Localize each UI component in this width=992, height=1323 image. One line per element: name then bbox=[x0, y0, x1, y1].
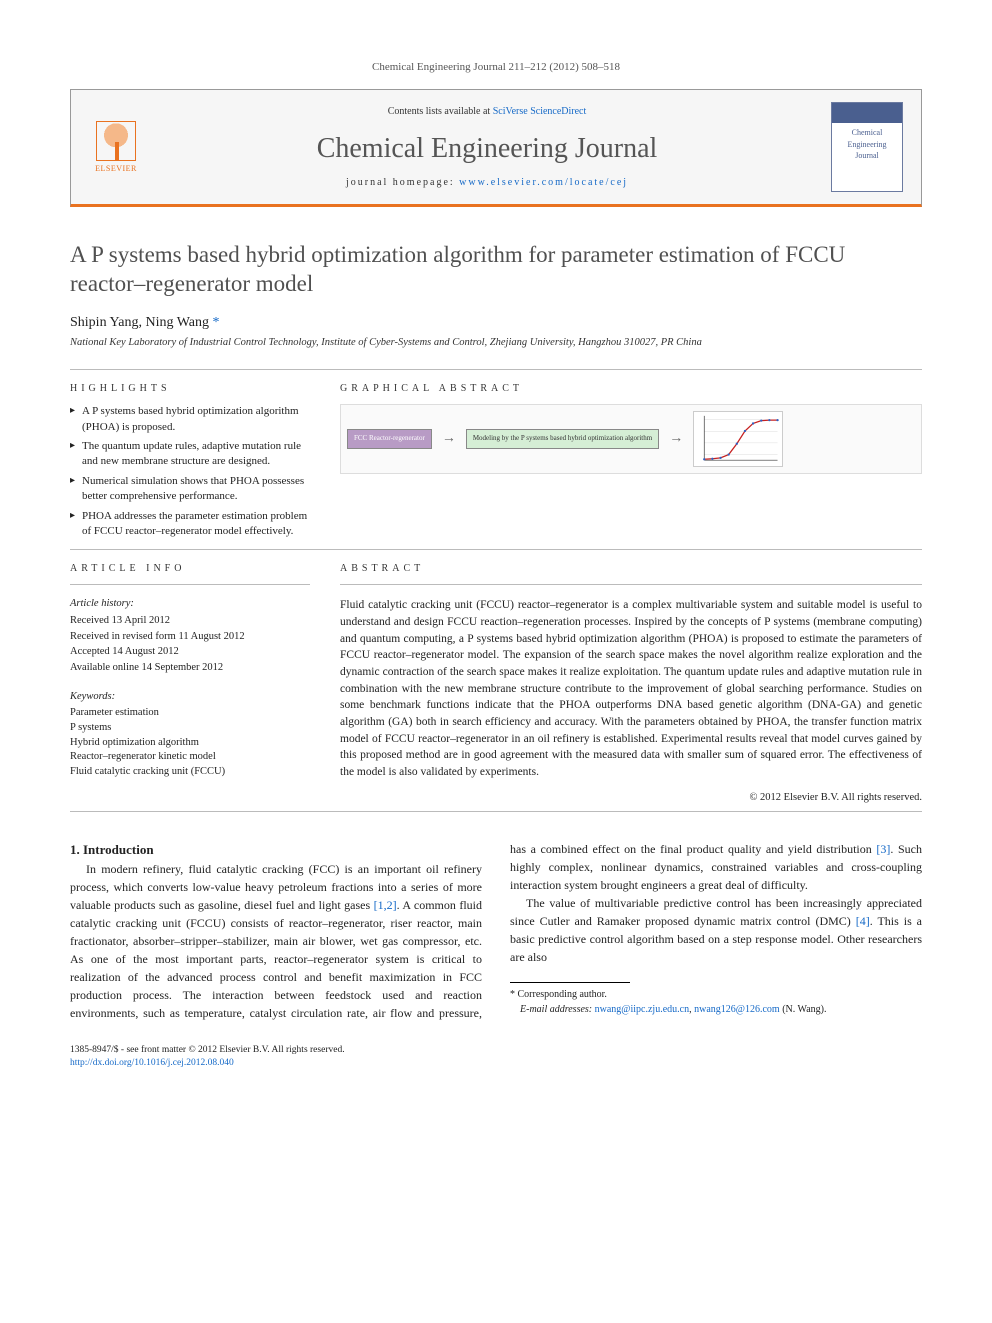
journal-cover-thumb: Chemical Engineering Journal bbox=[831, 102, 903, 192]
body-paragraph: The value of multivariable predictive co… bbox=[510, 894, 922, 966]
journal-title: Chemical Engineering Journal bbox=[143, 129, 831, 168]
journal-masthead: ELSEVIER Contents lists available at Sci… bbox=[70, 89, 922, 207]
history-line: Available online 14 September 2012 bbox=[70, 661, 310, 676]
masthead-center: Contents lists available at SciVerse Sci… bbox=[143, 105, 831, 190]
divider bbox=[70, 811, 922, 812]
elsevier-logo: ELSEVIER bbox=[89, 117, 143, 177]
contents-prefix: Contents lists available at bbox=[388, 106, 493, 117]
affiliation: National Key Laboratory of Industrial Co… bbox=[70, 336, 922, 351]
citation-link[interactable]: [3] bbox=[876, 842, 890, 856]
email-link[interactable]: nwang126@126.com bbox=[694, 1004, 780, 1015]
email-label: E-mail addresses: bbox=[520, 1004, 595, 1015]
abstract-text: Fluid catalytic cracking unit (FCCU) rea… bbox=[340, 597, 922, 780]
divider bbox=[70, 369, 922, 370]
homepage-line: journal homepage: www.elsevier.com/locat… bbox=[143, 176, 831, 190]
article-history: Article history: Received 13 April 2012 … bbox=[70, 597, 310, 675]
copyright-line: © 2012 Elsevier B.V. All rights reserved… bbox=[340, 791, 922, 806]
running-header: Chemical Engineering Journal 211–212 (20… bbox=[70, 60, 922, 75]
doi-link[interactable]: http://dx.doi.org/10.1016/j.cej.2012.08.… bbox=[70, 1058, 234, 1068]
section-heading: 1. Introduction bbox=[70, 840, 482, 860]
cover-line-1: Chemical bbox=[832, 127, 902, 138]
body-columns: 1. Introduction In modern refinery, flui… bbox=[70, 840, 922, 1022]
history-line: Received 13 April 2012 bbox=[70, 614, 310, 629]
citation-link[interactable]: [4] bbox=[856, 914, 870, 928]
highlights-block: HIGHLIGHTS A P systems based hybrid opti… bbox=[70, 382, 310, 543]
issn-line: 1385-8947/$ - see front matter © 2012 El… bbox=[70, 1044, 922, 1057]
divider bbox=[340, 584, 922, 585]
authors: Shipin Yang, Ning Wang * bbox=[70, 313, 922, 333]
keyword: P systems bbox=[70, 721, 310, 736]
keyword: Hybrid optimization algorithm bbox=[70, 736, 310, 751]
history-line: Received in revised form 11 August 2012 bbox=[70, 630, 310, 645]
graphical-label: GRAPHICAL ABSTRACT bbox=[340, 382, 922, 396]
arrow-icon: → bbox=[669, 429, 683, 449]
body-section: 1. Introduction In modern refinery, flui… bbox=[70, 840, 922, 1022]
keyword: Parameter estimation bbox=[70, 706, 310, 721]
cover-line-2: Engineering bbox=[832, 139, 902, 150]
page-footer: 1385-8947/$ - see front matter © 2012 El… bbox=[70, 1044, 922, 1071]
abstract-label: ABSTRACT bbox=[340, 562, 922, 576]
cover-line-3: Journal bbox=[832, 150, 902, 161]
contents-line: Contents lists available at SciVerse Sci… bbox=[143, 105, 831, 119]
history-heading: Article history: bbox=[70, 597, 310, 612]
sciencedirect-link[interactable]: SciVerse ScienceDirect bbox=[493, 106, 587, 117]
citation-link[interactable]: [1,2] bbox=[374, 898, 397, 912]
elsevier-tree-icon bbox=[96, 121, 136, 161]
info-abstract-row: ARTICLE INFO Article history: Received 1… bbox=[70, 562, 922, 805]
homepage-prefix: journal homepage: bbox=[346, 177, 459, 188]
highlights-list: A P systems based hybrid optimization al… bbox=[70, 404, 310, 539]
email-line: E-mail addresses: nwang@iipc.zju.edu.cn,… bbox=[510, 1002, 922, 1017]
corresponding-mark-link[interactable]: * bbox=[213, 315, 220, 330]
author-names: Shipin Yang, Ning Wang bbox=[70, 315, 209, 330]
graphical-abstract: FCC Reactor-regenerator → Modeling by th… bbox=[340, 404, 922, 474]
abstract-block: ABSTRACT Fluid catalytic cracking unit (… bbox=[340, 562, 922, 805]
footnote-separator bbox=[510, 982, 630, 983]
highlight-item: The quantum update rules, adaptive mutat… bbox=[70, 439, 310, 470]
ga-chart bbox=[693, 411, 783, 467]
publisher-name: ELSEVIER bbox=[95, 163, 137, 174]
upper-columns: HIGHLIGHTS A P systems based hybrid opti… bbox=[70, 382, 922, 543]
article-info-label: ARTICLE INFO bbox=[70, 562, 310, 576]
highlight-item: PHOA addresses the parameter estimation … bbox=[70, 509, 310, 540]
graphical-abstract-block: GRAPHICAL ABSTRACT FCC Reactor-regenerat… bbox=[340, 382, 922, 543]
corresponding-note: * Corresponding author. bbox=[510, 987, 922, 1002]
keywords-block: Keywords: Parameter estimation P systems… bbox=[70, 690, 310, 780]
history-line: Accepted 14 August 2012 bbox=[70, 645, 310, 660]
keywords-heading: Keywords: bbox=[70, 690, 310, 705]
article-info-block: ARTICLE INFO Article history: Received 1… bbox=[70, 562, 310, 805]
highlight-item: A P systems based hybrid optimization al… bbox=[70, 404, 310, 435]
article-title: A P systems based hybrid optimization al… bbox=[70, 241, 922, 299]
keyword: Reactor–regenerator kinetic model bbox=[70, 750, 310, 765]
divider bbox=[70, 584, 310, 585]
highlights-label: HIGHLIGHTS bbox=[70, 382, 310, 396]
email-link[interactable]: nwang@iipc.zju.edu.cn bbox=[595, 1004, 689, 1015]
highlight-item: Numerical simulation shows that PHOA pos… bbox=[70, 474, 310, 505]
email-person: (N. Wang). bbox=[780, 1004, 827, 1015]
divider bbox=[70, 549, 922, 550]
ga-box-reactor: FCC Reactor-regenerator bbox=[347, 429, 432, 449]
footnotes: * Corresponding author. E-mail addresses… bbox=[510, 987, 922, 1017]
arrow-icon: → bbox=[442, 429, 456, 449]
keyword: Fluid catalytic cracking unit (FCCU) bbox=[70, 765, 310, 780]
ga-box-modeling: Modeling by the P systems based hybrid o… bbox=[466, 429, 659, 449]
homepage-link[interactable]: www.elsevier.com/locate/cej bbox=[459, 177, 628, 188]
